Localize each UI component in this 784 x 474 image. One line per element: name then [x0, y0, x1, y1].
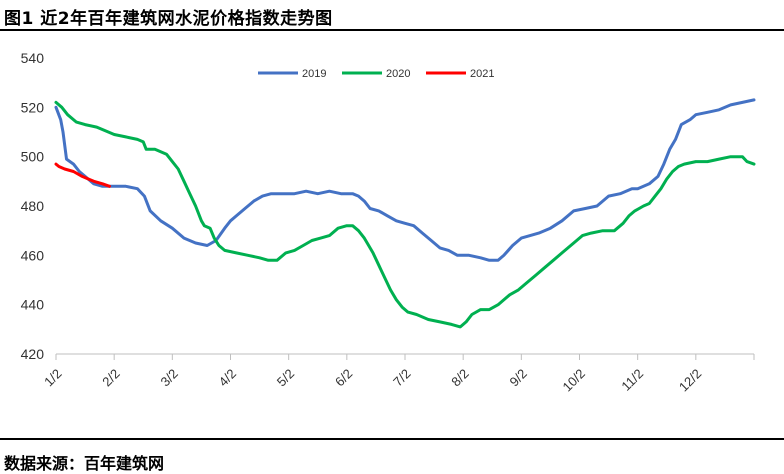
y-tick-label: 480: [21, 198, 45, 214]
x-tick-label: 3/2: [157, 366, 180, 389]
y-tick-label: 420: [21, 346, 45, 362]
chart-title: 图1 近2年百年建筑网水泥价格指数走势图: [4, 9, 333, 29]
y-tick-label: 440: [21, 297, 45, 313]
x-tick-label: 10/2: [560, 366, 589, 395]
y-tick-label: 540: [21, 50, 45, 66]
top-rule: [0, 29, 784, 31]
x-tick-label: 5/2: [274, 366, 297, 389]
bottom-rule: [0, 438, 784, 440]
x-tick-label: 7/2: [390, 366, 413, 389]
series-line-2020: [54, 100, 756, 329]
x-tick-label: 8/2: [448, 366, 471, 389]
y-tick-label: 500: [21, 149, 45, 165]
x-axis: 1/2 2/2 3/2 4/2 5/2 6/2 7/2 8/2 9/2 10/2 11/2 12/2: [41, 353, 755, 395]
cement-price-index-chart: 420 440 460 480 500 520 540 1/2 2/2 3/2 4/2 5/2 6/2…: [21, 50, 756, 395]
x-tick-label: 9/2: [506, 366, 529, 389]
legend-label-2020: 2020: [386, 68, 410, 80]
y-tick-label: 520: [21, 99, 45, 115]
legend-label-2021: 2021: [470, 68, 494, 80]
series-layer: [54, 98, 756, 329]
x-tick-label: 4/2: [216, 366, 239, 389]
series-line-2019: [54, 98, 756, 262]
x-tick-label: 6/2: [332, 366, 355, 389]
legend: 2019 2020 2021: [258, 68, 494, 80]
x-tick-label: 11/2: [618, 366, 646, 394]
data-source-note: 数据来源：百年建筑网: [4, 454, 165, 473]
x-tick-label: 2/2: [99, 366, 122, 389]
y-axis: 420 440 460 480 500 520 540: [21, 50, 45, 362]
legend-label-2019: 2019: [302, 68, 326, 80]
x-tick-label: 1/2: [41, 366, 64, 389]
series-line-2021: [54, 162, 111, 188]
y-tick-label: 460: [21, 247, 45, 263]
x-tick-label: 12/2: [676, 366, 705, 395]
